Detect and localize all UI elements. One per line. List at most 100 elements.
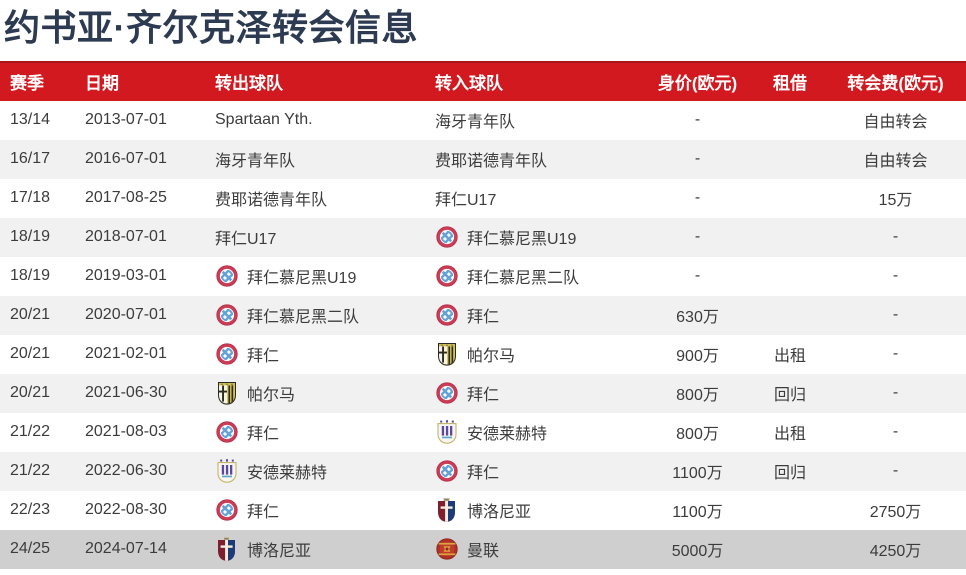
team-name: 拜仁: [247, 426, 280, 444]
fee-cell: -: [892, 423, 899, 441]
market-value-cell: -: [694, 228, 701, 246]
anderlecht-crest-icon: [435, 420, 458, 445]
team-name: 拜仁: [467, 309, 500, 327]
market-value-cell: 1100万: [672, 504, 723, 522]
fee-cell: -: [892, 306, 899, 324]
bayern-munich-crest-icon: [435, 303, 458, 327]
bayern-munich-crest-icon: [215, 264, 238, 288]
team-name: 拜仁慕尼黑二队: [247, 309, 360, 327]
team-name: 拜仁U17: [435, 192, 497, 210]
bayern-munich-crest-icon: [215, 342, 238, 366]
market-value-cell: -: [694, 111, 701, 129]
to-team-cell: 曼联: [425, 537, 640, 561]
season-cell: 13/14: [10, 111, 51, 129]
table-row: 22/23 2022-08-30 拜仁 博洛尼亚 1100万 2750万: [0, 490, 966, 530]
col-header-fee: 转会费(欧元): [847, 74, 944, 94]
col-header-loan: 租借: [773, 74, 807, 94]
to-team-cell: 帕尔马: [425, 342, 640, 366]
table-body: 13/14 2013-07-01 Spartaan Yth. 海牙青年队 - 自由转会 16…: [0, 100, 966, 569]
from-team-cell: Spartaan Yth.: [205, 111, 425, 129]
market-value-cell: -: [694, 267, 701, 285]
team-name: 博洛尼亚: [467, 504, 532, 522]
loan-cell: 回归: [773, 465, 806, 483]
date-cell: 2024-07-14: [85, 540, 167, 558]
season-cell: 24/25: [10, 540, 51, 558]
table-header-row: 赛季 日期 转出球队 转入球队 身价(欧元) 租借 转会费(欧元): [0, 60, 966, 101]
to-team-cell: 拜仁U17: [425, 186, 640, 210]
loan-cell: 出租: [773, 426, 806, 444]
season-cell: 20/21: [10, 345, 51, 363]
date-cell: 2017-08-25: [85, 189, 167, 207]
from-team-cell: 安德莱赫特: [205, 459, 425, 484]
team-name: 安德莱赫特: [467, 426, 548, 444]
from-team-cell: 费耶诺德青年队: [205, 186, 425, 210]
team-name: Spartaan Yth.: [215, 111, 313, 129]
team-name: 费耶诺德青年队: [215, 192, 328, 210]
team-name: 拜仁: [247, 504, 280, 522]
bayern-munich-crest-icon: [215, 303, 238, 327]
fee-cell: 自由转会: [863, 153, 928, 171]
col-header-season: 赛季: [10, 74, 44, 94]
fee-cell: -: [892, 462, 899, 480]
table-row: 16/17 2016-07-01 海牙青年队 费耶诺德青年队 - 自由转会: [0, 139, 966, 179]
market-value-cell: 800万: [676, 387, 719, 405]
bayern-munich-crest-icon: [215, 498, 238, 522]
team-name: 拜仁U17: [215, 231, 277, 249]
team-name: 帕尔马: [247, 387, 296, 405]
table-row: 21/22 2021-08-03 拜仁 安德莱赫特 800万: [0, 412, 966, 452]
to-team-cell: 费耶诺德青年队: [425, 147, 640, 171]
market-value-cell: -: [694, 189, 701, 207]
to-team-cell: 拜仁: [425, 381, 640, 405]
team-name: 拜仁慕尼黑U19: [247, 270, 357, 288]
bayern-munich-crest-icon: [435, 264, 458, 288]
anderlecht-crest-icon: [215, 459, 238, 484]
to-team-cell: 安德莱赫特: [425, 420, 640, 445]
team-name: 安德莱赫特: [247, 465, 328, 483]
from-team-cell: 拜仁: [205, 420, 425, 444]
season-cell: 22/23: [10, 501, 51, 519]
season-cell: 18/19: [10, 267, 51, 285]
col-header-from-team: 转出球队: [215, 74, 283, 94]
to-team-cell: 海牙青年队: [425, 108, 640, 132]
parma-crest-icon: [435, 342, 458, 366]
market-value-cell: 630万: [676, 309, 719, 327]
date-cell: 2018-07-01: [85, 228, 167, 246]
table-row: 18/19 2018-07-01 拜仁U17 拜仁慕尼黑U19 - -: [0, 217, 966, 257]
season-cell: 16/17: [10, 150, 51, 168]
col-header-market-value: 身价(欧元): [657, 74, 738, 94]
fee-cell: 4250万: [869, 543, 922, 561]
team-name: 拜仁慕尼黑二队: [467, 270, 580, 288]
fee-cell: -: [892, 345, 899, 363]
team-name: 海牙青年队: [435, 114, 516, 132]
to-team-cell: 拜仁: [425, 303, 640, 327]
table-row: 20/21 2021-06-30 帕尔马: [0, 373, 966, 413]
date-cell: 2020-07-01: [85, 306, 167, 324]
to-team-cell: 博洛尼亚: [425, 498, 640, 523]
table-row: 21/22 2022-06-30 安德莱赫特 拜仁 1100: [0, 451, 966, 491]
date-cell: 2021-02-01: [85, 345, 167, 363]
fee-cell: -: [892, 384, 899, 402]
from-team-cell: 拜仁: [205, 342, 425, 366]
bayern-munich-crest-icon: [435, 459, 458, 483]
market-value-cell: 1100万: [672, 465, 723, 483]
from-team-cell: 拜仁: [205, 498, 425, 522]
team-name: 帕尔马: [467, 348, 516, 366]
bayern-munich-crest-icon: [435, 225, 458, 249]
date-cell: 2022-08-30: [85, 501, 167, 519]
date-cell: 2016-07-01: [85, 150, 167, 168]
to-team-cell: 拜仁: [425, 459, 640, 483]
parma-crest-icon: [215, 381, 238, 405]
transfer-table: 赛季 日期 转出球队 转入球队 身价(欧元) 租借 转会费(欧元) 13/14 2…: [0, 60, 966, 569]
team-name: 拜仁: [467, 387, 500, 405]
date-cell: 2013-07-01: [85, 111, 167, 129]
col-header-date: 日期: [85, 74, 119, 94]
from-team-cell: 帕尔马: [205, 381, 425, 405]
from-team-cell: 拜仁U17: [205, 225, 425, 249]
fee-cell: 2750万: [869, 504, 922, 522]
fee-cell: -: [892, 228, 899, 246]
table-row: 20/21 2021-02-01 拜仁: [0, 334, 966, 374]
from-team-cell: 拜仁慕尼黑二队: [205, 303, 425, 327]
season-cell: 20/21: [10, 306, 51, 324]
team-name: 海牙青年队: [215, 153, 296, 171]
